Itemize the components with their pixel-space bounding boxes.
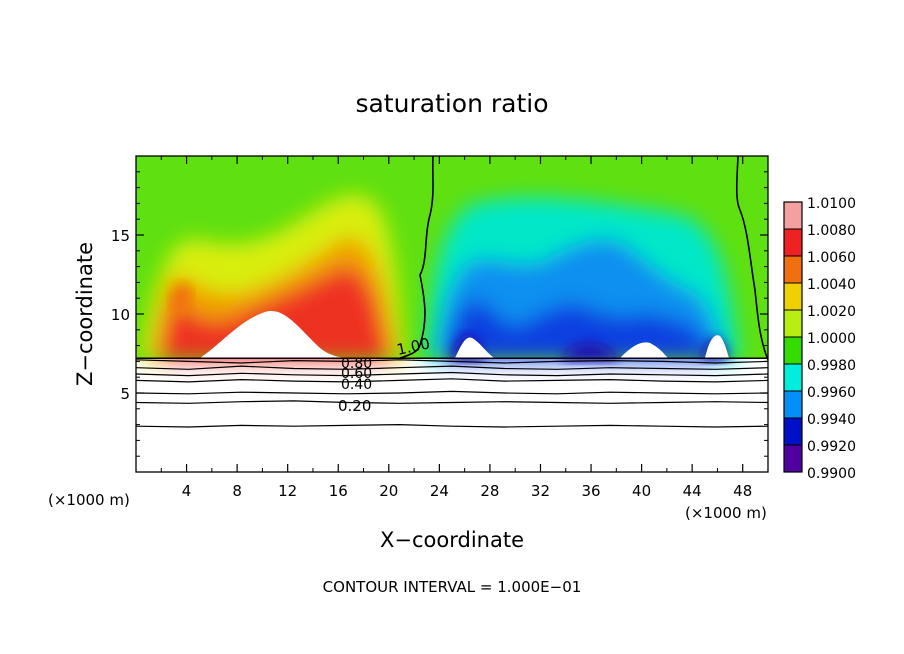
subsaturated-region	[425, 197, 740, 360]
contour-label-0.60: 0.60	[341, 366, 372, 382]
contour-label-group: 1.00 0.80 0.60 0.40 0.20	[338, 334, 432, 415]
x-tick-label: 48	[733, 482, 752, 500]
colorbar-swatch	[784, 391, 802, 419]
colorbar-label: 1.0020	[807, 304, 856, 320]
colorbar-label: 0.9920	[807, 439, 856, 455]
x-tick-label: 16	[329, 482, 348, 500]
contour-line	[136, 390, 768, 395]
colorbar-label: 0.9960	[807, 385, 856, 401]
colorbar-swatch	[784, 418, 802, 446]
colorbar: 1.0100 1.0080 1.0060 1.0040 1.0020 1.0000 0.99…	[783, 196, 856, 482]
white-lumps	[200, 311, 729, 358]
y-tick-label: 10	[111, 306, 130, 324]
heatmap-field	[136, 156, 768, 472]
x-tick-label: 44	[683, 482, 702, 500]
x-unit-left: (×1000 m)	[48, 491, 130, 509]
colorbar-label: 1.0000	[807, 331, 856, 347]
contour-interval-note: CONTOUR INTERVAL = 1.000E−01	[323, 578, 582, 596]
x-tick-label: 28	[480, 482, 499, 500]
colorbar-label: 1.0100	[807, 196, 856, 212]
contour-line	[136, 400, 768, 404]
colorbar-label: 0.9940	[807, 412, 856, 428]
contour-line	[136, 359, 768, 364]
y-axis-ticks: 5 10 15	[111, 171, 768, 457]
x-tick-label: 4	[182, 482, 192, 500]
contour-label-0.40: 0.40	[341, 377, 372, 393]
colorbar-label: 1.0080	[807, 223, 856, 239]
x-tick-label: 36	[581, 482, 600, 500]
x-tick-label: 32	[531, 482, 550, 500]
x-tick-label: 40	[632, 482, 651, 500]
contour-line	[136, 365, 768, 370]
contour-label-0.20: 0.20	[338, 397, 371, 415]
x-axis-ticks: 4 8 12 16 20 24 28 32 36 40 44 48	[160, 156, 752, 500]
contour-1.00-right	[735, 156, 768, 361]
colorbar-swatch	[784, 283, 802, 311]
contour-line	[136, 371, 768, 377]
x-tick-label: 24	[430, 482, 449, 500]
contour-label-0.80: 0.80	[341, 356, 372, 372]
colorbar-swatch	[784, 337, 802, 365]
contour-line	[136, 423, 768, 428]
y-tick-label: 5	[120, 385, 130, 403]
contour-1.00-left	[399, 156, 434, 359]
colorbar-label: 1.0060	[807, 250, 856, 266]
colorbar-swatch	[784, 445, 802, 473]
x-axis-label: X−coordinate	[380, 528, 524, 552]
chart-title: saturation ratio	[355, 89, 548, 118]
colorbar-label: 0.9980	[807, 358, 856, 374]
colorbar-swatch	[784, 229, 802, 257]
contour-line	[136, 378, 768, 383]
x-tick-label: 20	[379, 482, 398, 500]
colorbar-label: 1.0040	[807, 277, 856, 293]
colorbar-swatch	[784, 364, 802, 392]
contour-lines	[136, 357, 768, 428]
colorbar-swatch	[784, 310, 802, 338]
colorbar-label: 0.9900	[807, 466, 856, 482]
x-tick-label: 12	[278, 482, 297, 500]
y-axis-label: Z−coordinate	[73, 242, 97, 386]
x-unit-right: (×1000 m)	[685, 504, 767, 522]
colorbar-swatch	[784, 256, 802, 284]
colorbar-swatch	[784, 202, 802, 230]
y-tick-label: 15	[111, 227, 130, 245]
x-tick-label: 8	[232, 482, 242, 500]
